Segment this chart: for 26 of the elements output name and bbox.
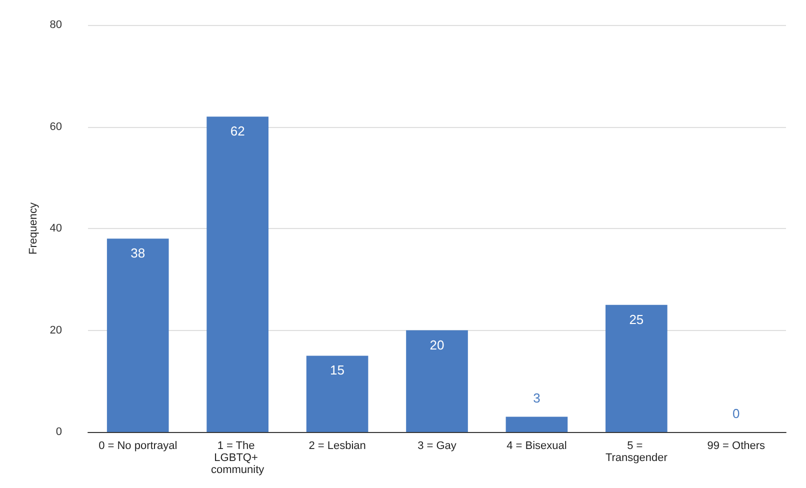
x-tick-label: 2 = Lesbian (308, 440, 366, 452)
bar (506, 416, 568, 432)
y-tick-label: 40 (50, 222, 62, 234)
x-tick-label: 0 = No portrayal (98, 440, 178, 452)
bar (106, 238, 169, 432)
x-tick-label: 1 = The LGBTQ+ community (210, 440, 265, 476)
y-tick-label: 20 (50, 324, 62, 336)
y-tick-label: 60 (50, 120, 62, 133)
data-label: 62 (230, 124, 245, 139)
bar (306, 356, 368, 432)
data-label: 38 (130, 246, 146, 261)
data-label: 20 (430, 337, 444, 352)
bar (406, 330, 468, 432)
y-tick-label: 0 (56, 426, 62, 438)
data-label: 3 (533, 390, 540, 406)
x-tick-label: 99 = Others (707, 440, 766, 452)
y-axis-title: Frequency (27, 202, 40, 254)
x-tick-label: 3 = Gay (418, 440, 457, 452)
bar (606, 304, 668, 432)
data-label: 0 (732, 406, 740, 421)
data-label: 25 (629, 312, 644, 327)
x-tick-label: 4 = Bisexual (506, 440, 567, 452)
y-tick-label: 80 (50, 19, 62, 31)
bar (206, 116, 268, 432)
x-tick-label: 5 = Transgender (605, 440, 668, 464)
data-label: 15 (330, 362, 345, 378)
